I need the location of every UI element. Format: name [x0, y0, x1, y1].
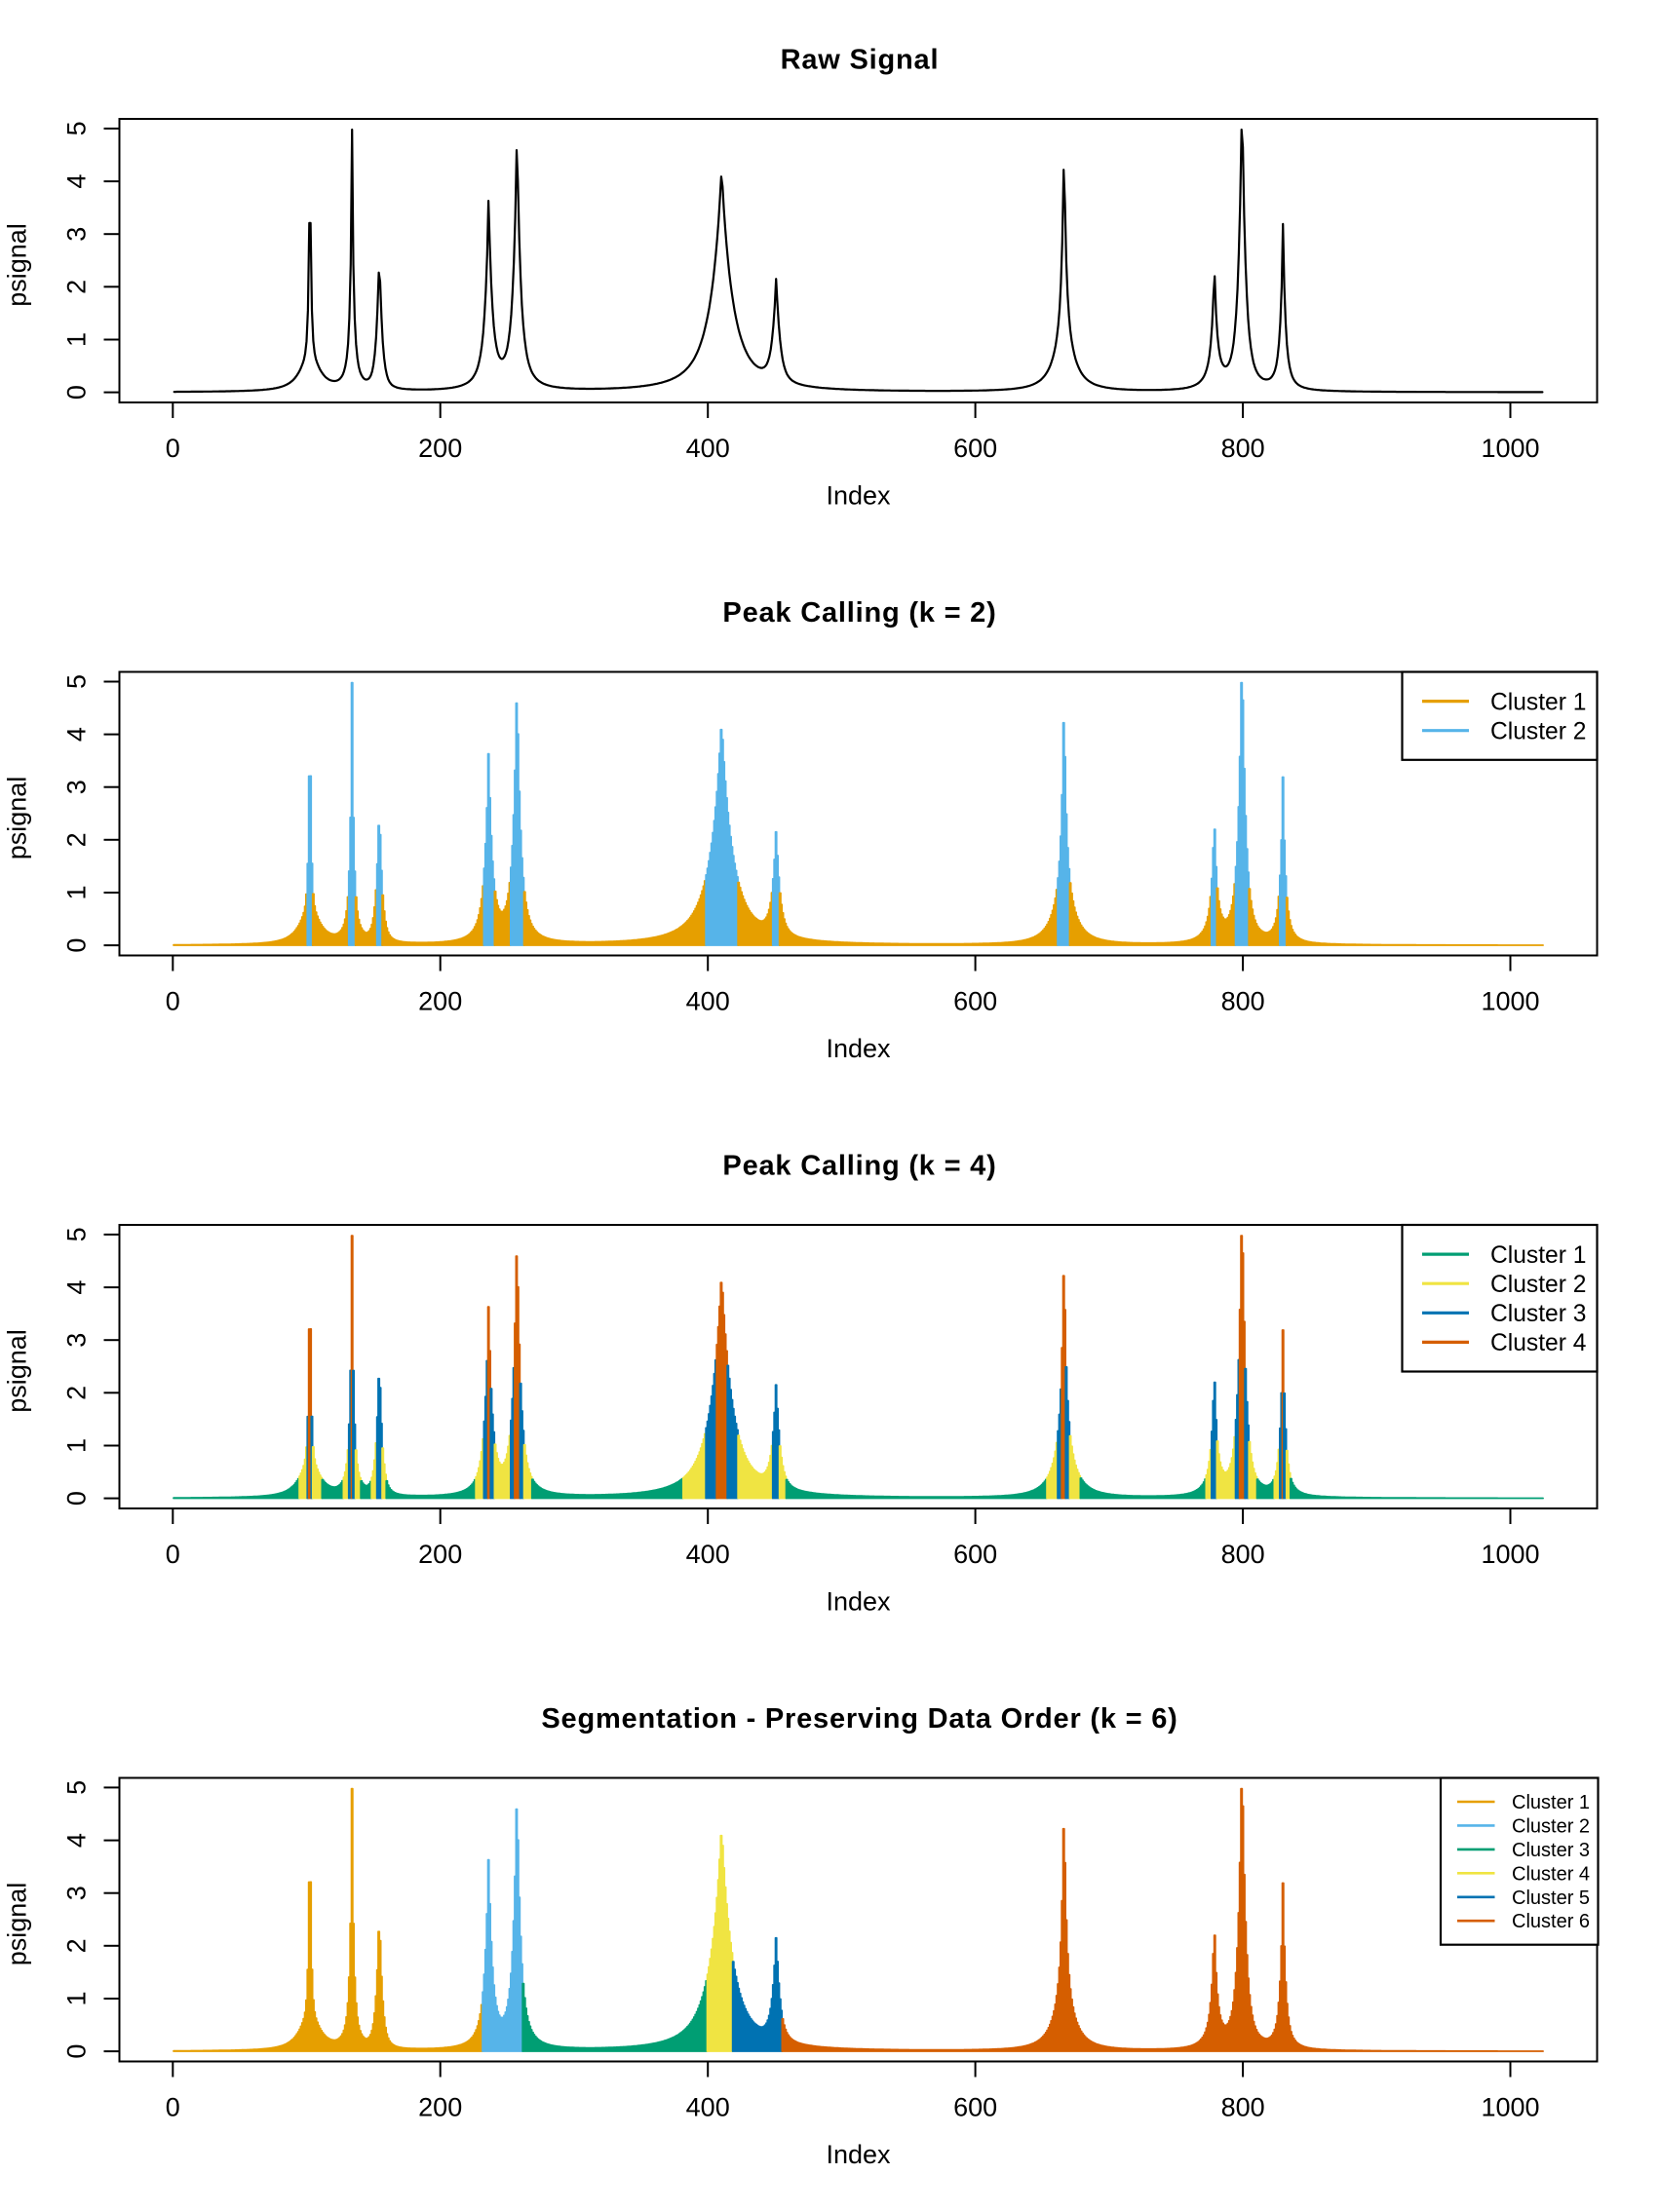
svg-text:5: 5 [62, 1780, 92, 1795]
svg-text:psignal: psignal [3, 223, 32, 307]
svg-text:1000: 1000 [1481, 434, 1539, 463]
svg-text:Cluster 1: Cluster 1 [1512, 1792, 1590, 1813]
svg-text:psignal: psignal [3, 777, 32, 860]
svg-text:Cluster 6: Cluster 6 [1512, 1911, 1590, 1932]
svg-text:0: 0 [166, 987, 180, 1016]
svg-text:0: 0 [166, 2093, 180, 2122]
svg-text:3: 3 [62, 227, 92, 242]
svg-text:1: 1 [62, 332, 92, 347]
svg-text:Cluster 2: Cluster 2 [1490, 1272, 1586, 1298]
svg-text:1000: 1000 [1481, 987, 1539, 1016]
svg-text:600: 600 [953, 1540, 997, 1569]
svg-text:2: 2 [62, 1386, 92, 1400]
svg-text:Index: Index [826, 1587, 891, 1617]
svg-text:5: 5 [62, 121, 92, 135]
svg-text:3: 3 [62, 1333, 92, 1348]
svg-text:0: 0 [62, 385, 92, 400]
svg-text:Cluster 3: Cluster 3 [1490, 1301, 1586, 1327]
svg-text:0: 0 [62, 1491, 92, 1506]
svg-text:Cluster 1: Cluster 1 [1490, 689, 1586, 715]
svg-text:1: 1 [62, 1991, 92, 2005]
svg-text:5: 5 [62, 1227, 92, 1241]
svg-text:Peak Calling (k = 2): Peak Calling (k = 2) [722, 597, 996, 629]
svg-text:800: 800 [1221, 2093, 1265, 2122]
svg-text:600: 600 [953, 987, 997, 1016]
svg-text:Raw Signal: Raw Signal [781, 45, 940, 76]
svg-text:1: 1 [62, 1438, 92, 1453]
svg-text:200: 200 [418, 2093, 462, 2122]
svg-text:4: 4 [62, 727, 92, 742]
svg-text:4: 4 [62, 1280, 92, 1295]
svg-text:Cluster 2: Cluster 2 [1490, 718, 1586, 744]
svg-text:Index: Index [826, 481, 891, 511]
svg-text:400: 400 [686, 2093, 730, 2122]
svg-text:800: 800 [1221, 434, 1265, 463]
svg-text:Cluster 4: Cluster 4 [1512, 1863, 1590, 1885]
svg-text:200: 200 [418, 434, 462, 463]
svg-text:800: 800 [1221, 1540, 1265, 1569]
svg-text:Index: Index [826, 1034, 891, 1063]
svg-text:400: 400 [686, 987, 730, 1016]
svg-text:3: 3 [62, 780, 92, 794]
svg-text:5: 5 [62, 674, 92, 689]
svg-text:400: 400 [686, 1540, 730, 1569]
svg-text:Cluster 4: Cluster 4 [1490, 1330, 1586, 1356]
svg-text:4: 4 [62, 1833, 92, 1848]
svg-text:1000: 1000 [1481, 1540, 1539, 1569]
svg-text:Cluster 1: Cluster 1 [1490, 1242, 1586, 1269]
svg-text:200: 200 [418, 1540, 462, 1569]
svg-text:600: 600 [953, 2093, 997, 2122]
svg-text:800: 800 [1221, 987, 1265, 1016]
svg-text:Cluster 5: Cluster 5 [1512, 1888, 1590, 1909]
svg-text:1000: 1000 [1481, 2093, 1539, 2122]
svg-text:200: 200 [418, 987, 462, 1016]
svg-text:4: 4 [62, 174, 92, 189]
svg-text:Cluster 3: Cluster 3 [1512, 1840, 1590, 1861]
svg-text:psignal: psignal [3, 1883, 32, 1966]
svg-text:3: 3 [62, 1886, 92, 1900]
svg-text:Segmentation - Preserving Data: Segmentation - Preserving Data Order (k … [541, 1703, 1177, 1735]
svg-text:2: 2 [62, 1938, 92, 1953]
svg-text:Index: Index [826, 2140, 891, 2169]
svg-text:Cluster 2: Cluster 2 [1512, 1815, 1590, 1837]
svg-text:psignal: psignal [3, 1329, 32, 1413]
svg-text:0: 0 [62, 2044, 92, 2059]
svg-text:600: 600 [953, 434, 997, 463]
svg-text:0: 0 [166, 434, 180, 463]
svg-text:0: 0 [62, 938, 92, 953]
svg-text:Peak Calling (k = 4): Peak Calling (k = 4) [722, 1151, 996, 1182]
svg-text:400: 400 [686, 434, 730, 463]
svg-text:2: 2 [62, 832, 92, 847]
svg-text:0: 0 [166, 1540, 180, 1569]
svg-text:2: 2 [62, 280, 92, 294]
svg-text:1: 1 [62, 885, 92, 899]
